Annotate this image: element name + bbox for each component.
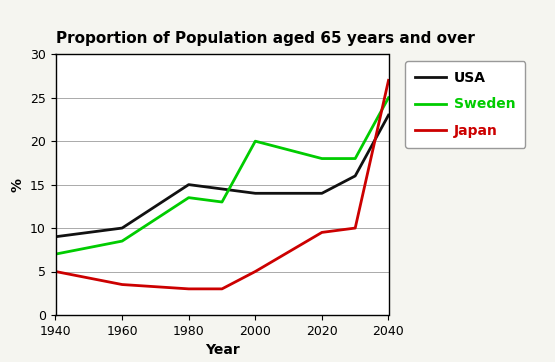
Y-axis label: %: % — [11, 178, 24, 191]
Text: Proportion of Population aged 65 years and over: Proportion of Population aged 65 years a… — [56, 31, 475, 46]
X-axis label: Year: Year — [205, 343, 239, 357]
Legend: USA, Sweden, Japan: USA, Sweden, Japan — [406, 61, 526, 148]
